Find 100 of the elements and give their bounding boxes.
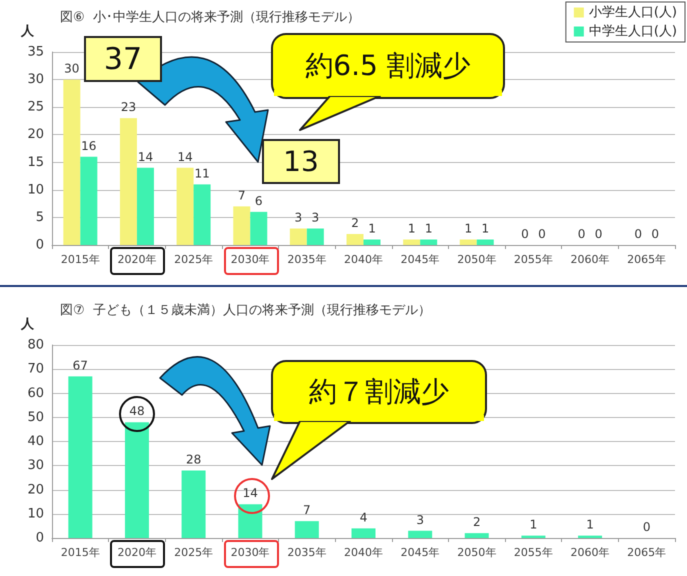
y-tick-label: 30 <box>27 72 44 88</box>
bar <box>136 168 154 245</box>
x-tick-label: 2065年 <box>627 546 666 559</box>
bar <box>68 376 92 538</box>
data-label: 28 <box>186 452 202 466</box>
x-tick-label: 2020年 <box>117 253 156 266</box>
chart-title: 図⑦ 子ども（１５歳未満）人口の将来予測（現行推移モデル） <box>60 303 431 318</box>
y-tick-label: 70 <box>27 362 44 377</box>
data-label: 6 <box>254 194 263 208</box>
x-tick-label: 2045年 <box>400 253 440 266</box>
data-label: 1 <box>368 221 376 236</box>
y-tick-label: 40 <box>27 434 44 449</box>
data-label: 1 <box>408 221 416 236</box>
y-tick-label: 5 <box>36 210 44 225</box>
x-tick-label: 2030年 <box>230 546 270 559</box>
data-label: 1 <box>481 221 490 236</box>
y-tick-label: 35 <box>27 44 44 60</box>
data-label: 30 <box>64 62 80 76</box>
x-tick-label: 2050年 <box>457 253 496 266</box>
annotation: 約７割減少 <box>272 361 486 423</box>
bar <box>403 239 420 245</box>
data-label: 48 <box>129 404 145 418</box>
y-tick-label: 20 <box>27 482 44 498</box>
annotation: 13 <box>262 139 340 184</box>
x-tick-label: 2040年 <box>344 546 383 559</box>
bar <box>182 470 206 538</box>
y-tick-label: 15 <box>27 154 44 170</box>
data-label: 0 <box>651 227 659 241</box>
data-label: 16 <box>81 138 96 153</box>
x-tick-label: 2035年 <box>287 253 326 266</box>
bar <box>294 521 319 538</box>
bar <box>176 168 194 245</box>
x-tick-label: 2015年 <box>60 546 100 559</box>
x-tick-label: 2055年 <box>514 546 553 559</box>
bar <box>476 239 494 245</box>
bar <box>290 228 307 245</box>
bar <box>194 184 211 245</box>
y-tick-label: 0 <box>36 530 44 546</box>
data-label: 2 <box>472 515 481 530</box>
y-tick-label: 10 <box>27 506 44 522</box>
annotation: 37 <box>84 36 162 82</box>
y-axis-title: 人 <box>20 24 35 39</box>
y-tick-label: 20 <box>27 127 44 142</box>
data-label: 1 <box>586 518 594 532</box>
x-tick-label: 2025年 <box>174 546 214 559</box>
y-tick-label: 10 <box>27 182 44 198</box>
bar <box>124 422 149 538</box>
x-tick-label: 2050年 <box>457 546 496 559</box>
y-axis-title: 人 <box>20 317 35 332</box>
data-label: 4 <box>360 510 368 524</box>
bar <box>352 528 376 538</box>
bar <box>233 206 250 245</box>
data-label: 11 <box>194 166 210 180</box>
y-tick-label: 50 <box>27 410 44 425</box>
data-label: 0 <box>642 520 650 534</box>
x-tick-label: 2030年 <box>230 253 270 266</box>
legend-label: 小学生人口(人) <box>588 5 678 20</box>
data-label: 14 <box>242 486 258 500</box>
data-label: 3 <box>294 210 302 224</box>
x-tick-label: 2025年 <box>174 253 214 266</box>
bar <box>346 234 364 245</box>
data-label: 1 <box>464 221 472 236</box>
y-tick-label: 0 <box>36 238 44 252</box>
bar <box>460 239 477 245</box>
y-tick-label: 60 <box>27 386 44 401</box>
x-tick-label: 2060年 <box>570 253 610 266</box>
legend-label: 中学生人口(人) <box>588 24 678 39</box>
data-label: 23 <box>120 100 136 114</box>
data-label: 1 <box>530 518 538 532</box>
data-label: 67 <box>72 358 88 372</box>
annotation: 約6.5 割減少 <box>272 34 504 98</box>
x-tick-label: 2065年 <box>627 253 666 266</box>
y-tick-label: 25 <box>27 100 44 115</box>
bar <box>306 228 324 245</box>
bar <box>364 239 380 245</box>
bar <box>464 533 489 538</box>
data-label: 0 <box>594 227 602 241</box>
bar <box>80 156 98 245</box>
data-label: 7 <box>303 503 311 518</box>
data-label: 7 <box>238 188 246 202</box>
x-tick-label: 2055年 <box>514 253 553 266</box>
data-label: 0 <box>538 227 546 241</box>
x-tick-label: 2035年 <box>287 546 326 559</box>
bar <box>120 118 137 245</box>
data-label: 0 <box>578 227 586 241</box>
y-tick-label: 80 <box>27 338 44 352</box>
y-tick-label: 30 <box>27 458 44 474</box>
data-label: 14 <box>138 150 154 164</box>
data-label: 2 <box>351 216 359 230</box>
bar <box>250 212 268 245</box>
bar <box>420 239 438 245</box>
bar <box>238 504 262 538</box>
data-label: 3 <box>416 512 424 527</box>
x-tick-label: 2040年 <box>344 253 383 266</box>
bar <box>408 530 432 538</box>
data-label: 0 <box>521 227 529 241</box>
data-label: 14 <box>177 150 193 164</box>
data-label: 3 <box>312 210 320 224</box>
x-tick-label: 2015年 <box>60 253 100 266</box>
data-label: 1 <box>424 221 432 236</box>
